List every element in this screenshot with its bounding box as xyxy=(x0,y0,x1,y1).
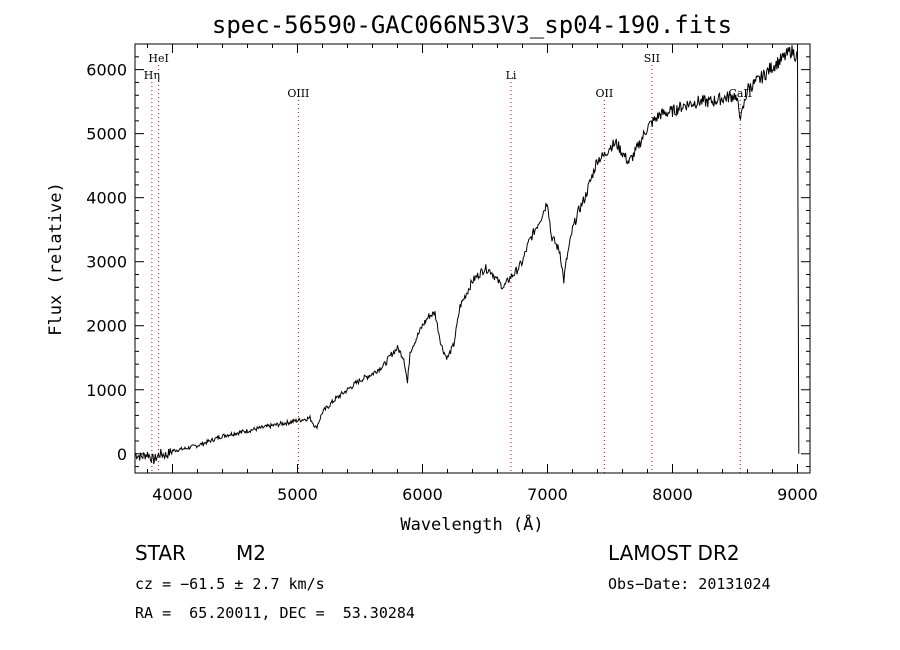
y-tick-label: 6000 xyxy=(86,61,127,80)
x-tick-label: 4000 xyxy=(152,485,193,504)
spectral-line-label: Hη xyxy=(144,69,160,82)
spectral-line-label: SII xyxy=(644,52,660,65)
x-tick-label: 6000 xyxy=(402,485,443,504)
spectrum-line xyxy=(134,45,800,465)
y-tick-label: 2000 xyxy=(86,317,127,336)
survey-name: LAMOST DR2 xyxy=(608,541,740,565)
x-tick-label: 8000 xyxy=(652,485,693,504)
spectral-subclass: M2 xyxy=(236,541,266,565)
spectral-line-label: HeI xyxy=(148,52,168,65)
x-tick-label: 5000 xyxy=(277,485,318,504)
observation-date: Obs−Date: 20131024 xyxy=(608,575,771,593)
spectral-line-label: OIII xyxy=(287,87,309,100)
x-tick-label: 9000 xyxy=(777,485,818,504)
y-axis-label: Flux (relative) xyxy=(46,182,66,336)
y-tick-label: 0 xyxy=(117,445,127,464)
plot-frame xyxy=(134,43,811,474)
y-tick-label: 3000 xyxy=(86,253,127,272)
coordinates: RA = 65.20011, DEC = 53.30284 xyxy=(135,604,415,622)
object-type: STAR xyxy=(135,541,186,565)
chart-title: spec-56590-GAC066N53V3_sp04-190.fits xyxy=(212,11,732,39)
x-tick-label: 7000 xyxy=(527,485,568,504)
spectral-line-label: Li xyxy=(506,69,517,82)
redshift-cz: cz = −61.5 ± 2.7 km/s xyxy=(135,575,325,593)
y-tick-label: 4000 xyxy=(86,189,127,208)
spectral-line-label: OII xyxy=(596,87,614,100)
x-axis-label: Wavelength (Å) xyxy=(400,513,543,535)
y-tick-label: 1000 xyxy=(86,381,127,400)
y-tick-label: 5000 xyxy=(86,125,127,144)
